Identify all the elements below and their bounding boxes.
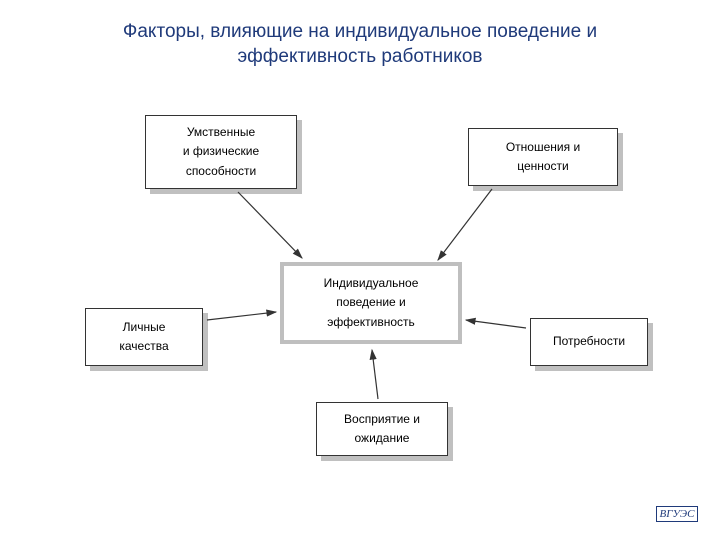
box-line: Личные: [123, 318, 166, 337]
logo: ВГУЭС: [652, 500, 702, 528]
box-line: и физические: [183, 142, 259, 161]
box-needs: Потребности: [530, 318, 648, 366]
box-personal: Личные качества: [85, 308, 203, 366]
box-values: Отношения и ценности: [468, 128, 618, 186]
page-title: Факторы, влияющие на индивидуальное пове…: [60, 20, 660, 69]
box-perception: Восприятие и ожидание: [316, 402, 448, 456]
box-line: Индивидуальное: [324, 274, 419, 293]
box-line: Отношения и: [506, 138, 580, 157]
box-abilities: Умственные и физические способности: [145, 115, 297, 189]
box-line: ожидание: [355, 429, 410, 448]
box-line: эффективность: [327, 313, 415, 332]
box-line: Потребности: [553, 332, 625, 351]
box-line: поведение и: [336, 293, 406, 312]
box-line: ценности: [517, 157, 569, 176]
logo-text: ВГУЭС: [656, 506, 699, 522]
box-line: качества: [119, 337, 168, 356]
box-line: Восприятие и: [344, 410, 420, 429]
box-center: Индивидуальное поведение и эффективность: [280, 262, 462, 344]
box-line: способности: [186, 162, 256, 181]
box-line: Умственные: [187, 123, 255, 142]
